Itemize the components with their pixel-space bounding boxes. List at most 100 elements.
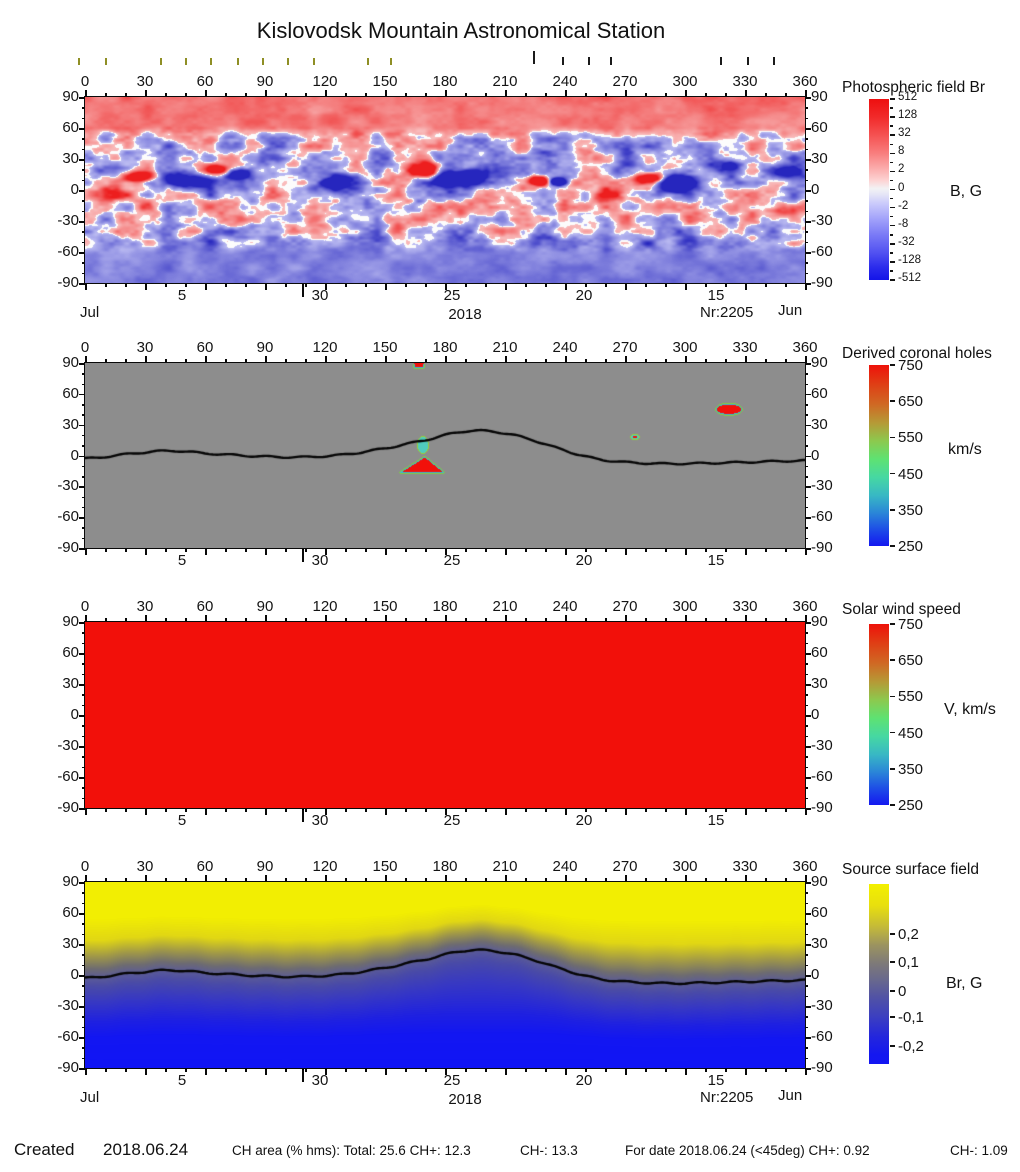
lat-axis-tick	[82, 985, 85, 987]
lon-axis-tick	[185, 359, 187, 363]
lat-axis-tick	[82, 1016, 85, 1018]
lat-axis-tick	[805, 537, 808, 540]
lon-axis-tick	[385, 1068, 387, 1075]
lon-axis-tick	[205, 615, 207, 622]
lon-axis-tick	[605, 548, 607, 552]
lon-axis-tick	[225, 93, 227, 97]
lon-axis-tick	[685, 808, 687, 815]
lon-axis-tick	[745, 875, 747, 882]
colorbar-tick	[890, 545, 895, 547]
lat-tick-label-right: 30	[811, 675, 828, 692]
lon-axis-tick	[185, 283, 187, 287]
lon-axis-tick	[805, 356, 807, 363]
lon-axis-tick	[345, 359, 347, 363]
lon-axis-tick	[465, 283, 467, 287]
lon-tick-label: 120	[312, 858, 338, 875]
lat-axis-tick	[82, 117, 85, 120]
lat-axis-tick	[805, 252, 811, 254]
lon-axis-tick	[325, 615, 327, 622]
lat-axis-tick	[82, 445, 85, 447]
lat-tick-label-left: -30	[57, 212, 79, 229]
lon-axis-tick	[765, 1068, 767, 1072]
lon-axis-tick	[565, 875, 567, 882]
lon-axis-tick	[185, 808, 187, 812]
lon-tick-label: 60	[196, 339, 214, 356]
lon-axis-tick	[485, 93, 487, 97]
lon-axis-tick	[665, 878, 667, 882]
lat-axis-tick	[82, 756, 85, 758]
lon-axis-tick	[805, 548, 807, 555]
colorbar-minor-tick	[890, 107, 893, 109]
colorbar-tick	[890, 206, 895, 209]
colorbar-unit-source-surface: Br, G	[946, 975, 983, 992]
lon-axis-tick	[305, 618, 307, 622]
lon-axis-tick	[725, 283, 727, 287]
lon-axis-tick	[425, 283, 427, 287]
lon-axis-tick	[225, 359, 227, 363]
lat-axis-tick	[79, 944, 85, 946]
lon-tick-label: 30	[136, 339, 154, 356]
lon-tick-label: 210	[492, 598, 518, 615]
lon-axis-tick	[545, 878, 547, 882]
lon-axis-tick	[125, 808, 127, 812]
lon-axis-tick	[205, 808, 207, 815]
lon-axis-tick	[805, 283, 807, 290]
lat-axis-tick	[79, 252, 85, 254]
lon-axis-tick	[745, 548, 747, 555]
observation-tick-olive	[287, 58, 289, 65]
lon-axis-tick	[165, 359, 167, 363]
colorbar-solar-wind	[869, 624, 889, 805]
lon-axis-tick	[605, 618, 607, 622]
colorbar-tick	[890, 1016, 895, 1018]
lon-axis-tick	[745, 283, 747, 290]
colorbar-tick-label: -0,2	[898, 1038, 924, 1055]
lon-axis-tick	[585, 1068, 587, 1072]
lon-axis-tick	[725, 618, 727, 622]
lon-axis-tick	[445, 548, 447, 555]
lon-axis-tick	[445, 1068, 447, 1075]
lat-tick-label-left: 90	[62, 88, 79, 105]
lon-axis-tick	[685, 1068, 687, 1075]
lat-axis-tick	[82, 200, 85, 202]
colorbar-tick	[890, 933, 895, 935]
lon-axis-tick	[685, 548, 687, 555]
lat-tick-label-right: 60	[811, 904, 828, 921]
lon-axis-tick	[685, 875, 687, 882]
lon-axis-tick	[405, 1068, 407, 1072]
lat-tick-label-right: 30	[811, 415, 828, 433]
lat-tick-label-right: -90	[811, 539, 833, 556]
lon-axis-tick	[805, 875, 807, 882]
lat-axis-tick	[805, 1068, 811, 1070]
lon-axis-tick	[745, 808, 747, 815]
lat-axis-tick	[82, 1047, 85, 1049]
lon-axis-tick	[585, 548, 587, 552]
lon-axis-tick	[625, 283, 627, 290]
lat-axis-tick	[82, 231, 85, 233]
lon-axis-tick	[445, 875, 447, 882]
lat-axis-tick	[805, 393, 811, 396]
lat-tick-label-left: -30	[57, 997, 79, 1014]
date-day-label: 15	[707, 1072, 725, 1089]
lat-axis-tick	[805, 735, 808, 738]
lon-axis-tick	[785, 93, 787, 97]
colorbar-tick-label: 512	[898, 91, 918, 103]
ch-area-text: CH area (% hms): Total: 25.6 CH+: 12.3	[232, 1143, 471, 1158]
lon-axis-tick	[265, 356, 267, 363]
lat-axis-tick	[805, 985, 808, 987]
lon-axis-tick	[345, 283, 347, 287]
lon-axis-tick	[245, 93, 247, 97]
lon-axis-tick	[365, 93, 367, 97]
lat-axis-tick	[82, 527, 85, 529]
lat-axis-tick	[805, 548, 811, 550]
lon-axis-tick	[345, 93, 347, 97]
lon-tick-label: 240	[552, 598, 578, 615]
lon-axis-tick	[465, 808, 467, 812]
lon-axis-tick	[365, 618, 367, 622]
lon-tick-label: 60	[196, 858, 214, 875]
lat-tick-label-left: 30	[62, 150, 79, 167]
observation-tick-olive	[210, 58, 212, 65]
lat-axis-tick	[82, 787, 85, 789]
lon-axis-tick	[705, 1068, 707, 1072]
lat-axis-tick	[79, 190, 85, 192]
lon-axis-tick	[305, 283, 307, 287]
